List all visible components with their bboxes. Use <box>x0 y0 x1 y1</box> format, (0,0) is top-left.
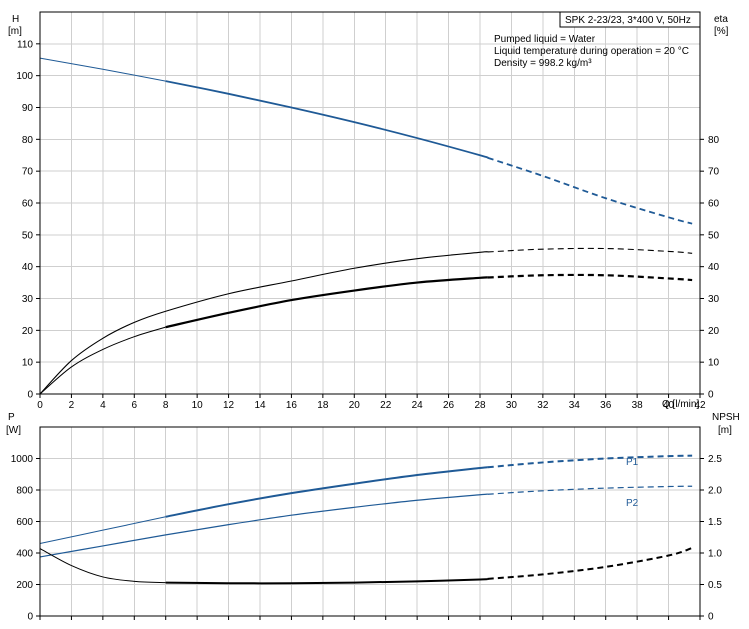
x-tick-label: 8 <box>163 400 169 411</box>
series-line-H <box>165 80 489 159</box>
x-tick-label: 38 <box>632 400 644 411</box>
x-tick-label: 42 <box>694 400 706 411</box>
y-right-unit-eta: [%] <box>714 26 729 37</box>
x-tick-label: 10 <box>192 400 204 411</box>
series-line-NPSH-start <box>39 548 166 584</box>
y-right-tick-label: 2.0 <box>708 486 722 497</box>
legend-label-p1: P1 <box>626 457 639 468</box>
x-tick-label: 12 <box>223 400 235 411</box>
x-axis-label: Q [l/min] <box>662 399 699 410</box>
x-tick-label: 4 <box>100 400 106 411</box>
y-left-label-h: H <box>12 14 19 25</box>
y-left-tick-label: 0 <box>27 390 33 401</box>
y-right-tick-label: 30 <box>708 294 720 305</box>
y-right-tick-label: 0 <box>708 390 714 401</box>
y-left-tick-label: 100 <box>16 71 33 82</box>
y-left-tick-label: 90 <box>22 103 34 114</box>
y-left-tick-label: 70 <box>22 167 34 178</box>
y-left-tick-label: 80 <box>22 135 34 146</box>
info-line-density: Density = 998.2 kg/m³ <box>494 58 592 69</box>
y-left-label-p: P <box>8 412 15 423</box>
y-left-tick-label: 50 <box>22 230 34 241</box>
x-tick-label: 32 <box>537 400 549 411</box>
y-right-tick-label: 2.5 <box>708 454 722 465</box>
y-left-unit-h: [m] <box>8 26 22 37</box>
y-left-tick-label: 10 <box>22 358 34 369</box>
series-line-P2-dashed <box>487 485 693 495</box>
x-tick-label: 14 <box>254 400 266 411</box>
head-efficiency-panel: 0102030405060708090100110010203040506070… <box>8 11 729 411</box>
x-tick-label: 22 <box>380 400 392 411</box>
y-left-tick-label: 0 <box>27 612 33 623</box>
x-tick-label: 34 <box>569 400 581 411</box>
y-right-tick-label: 0.5 <box>708 580 722 591</box>
x-tick-label: 2 <box>69 400 75 411</box>
lower-tick-labels: 0 200 400 600 800 1000 0 0.5 1.0 1.5 2.0 2.5 <box>11 454 723 623</box>
info-title-box <box>559 11 701 28</box>
series-line-NPSH <box>165 577 489 585</box>
x-tick-label: 0 <box>37 400 43 411</box>
y-right-label-npsh: NPSH <box>712 412 740 423</box>
x-tick-label: 30 <box>506 400 518 411</box>
info-line-liquid: Pumped liquid = Water <box>494 34 596 45</box>
y-right-tick-label: 20 <box>708 326 720 337</box>
y-right-tick-label: 0 <box>708 612 714 623</box>
y-right-tick-label: 10 <box>708 358 720 369</box>
y-left-tick-label: 110 <box>17 39 33 50</box>
y-left-unit-p: [W] <box>6 425 21 436</box>
y-right-tick-label: 1.0 <box>708 549 722 560</box>
y-right-unit-npsh: [m] <box>718 425 732 436</box>
y-right-tick-label: 80 <box>708 135 720 146</box>
x-tick-label: 40 <box>663 400 675 411</box>
y-left-tick-label: 40 <box>22 262 34 273</box>
y-right-tick-label: 70 <box>708 167 720 178</box>
lower-series-group <box>39 454 693 585</box>
series-line-eta_pump-start <box>39 326 166 395</box>
y-left-tick-label: 800 <box>16 486 33 497</box>
x-tick-label: 26 <box>443 400 455 411</box>
info-title: SPK 2-23/23, 3*400 V, 50Hz <box>565 15 691 26</box>
y-right-label-eta: eta <box>714 14 728 25</box>
upper-tick-labels: 0102030405060708090100110010203040506070… <box>16 39 719 411</box>
series-line-eta_total <box>39 251 489 395</box>
series-line-eta_pump <box>165 276 490 329</box>
series-line-eta_total-dashed <box>487 247 693 254</box>
y-right-tick-label: 40 <box>708 262 720 273</box>
y-right-tick-label: 1.5 <box>708 517 722 528</box>
legend-label-p2: P2 <box>626 498 639 509</box>
y-right-tick-label: 50 <box>708 230 720 241</box>
y-left-tick-label: 200 <box>16 580 33 591</box>
series-line-H-dashed <box>487 156 693 225</box>
series-line-P2 <box>39 493 489 558</box>
y-left-tick-label: 20 <box>22 326 34 337</box>
series-line-P1-start <box>39 516 166 545</box>
x-tick-label: 18 <box>317 400 329 411</box>
series-line-H-start <box>39 57 166 82</box>
y-left-tick-label: 600 <box>16 517 33 528</box>
x-tick-label: 24 <box>412 400 424 411</box>
upper-series-group <box>39 57 693 395</box>
y-left-tick-label: 30 <box>22 294 34 305</box>
series-line-P1-dashed <box>487 454 693 469</box>
x-tick-label: 28 <box>474 400 486 411</box>
x-tick-label: 20 <box>349 400 361 411</box>
y-left-tick-label: 1000 <box>11 454 34 465</box>
y-right-tick-label: 60 <box>708 199 720 210</box>
info-line-temperature: Liquid temperature during operation = 20… <box>494 46 689 57</box>
series-line-P1 <box>165 466 489 518</box>
series-line-eta_pump-dashed <box>487 273 693 282</box>
y-left-tick-label: 400 <box>16 549 33 560</box>
x-tick-label: 16 <box>286 400 298 411</box>
lower-grid <box>39 427 701 617</box>
series-line-NPSH-dashed <box>487 547 693 580</box>
y-left-tick-label: 60 <box>22 199 34 210</box>
x-tick-label: 36 <box>600 400 612 411</box>
x-tick-label: 6 <box>132 400 138 411</box>
upper-grid <box>39 12 701 395</box>
